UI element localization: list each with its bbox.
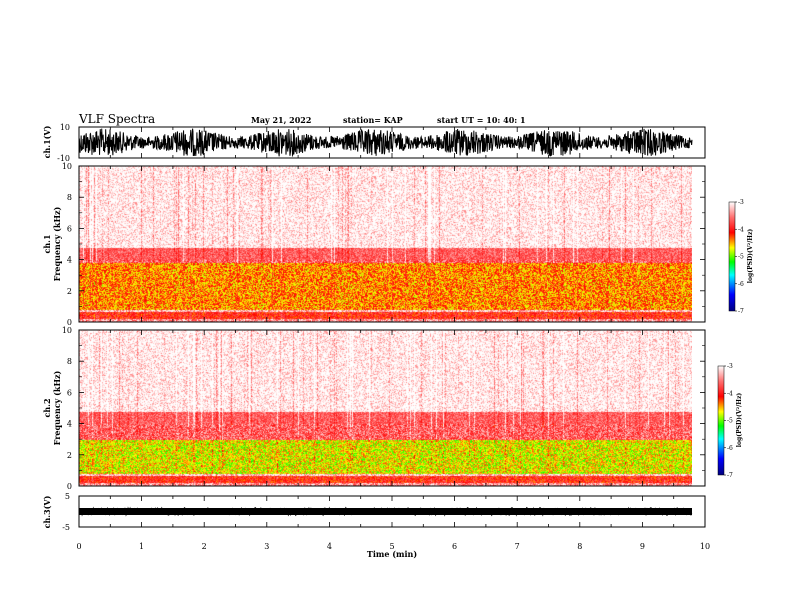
ch1-ytick-bottom: -10 bbox=[57, 154, 70, 163]
ch1-volt-ylabel: ch.1(V) bbox=[42, 125, 52, 158]
colorbar-tick-label: -6 bbox=[738, 281, 744, 288]
frequency-ytick-label: 4 bbox=[67, 420, 72, 429]
date-label: May 21, 2022 bbox=[251, 115, 311, 125]
time-xtick-label: 9 bbox=[640, 542, 645, 551]
figure-title: VLF Spectra bbox=[78, 112, 155, 126]
colorbar-tick-label: -6 bbox=[727, 445, 733, 452]
ch3-waveform-panel: 5 -5 ch.3(V) 0 1 2 3 4 5 6 7 8 9 10 Time (min) bbox=[42, 492, 710, 559]
ch1-spectrogram-ylabel-channel: ch.1 bbox=[42, 234, 52, 253]
ch2-spectrogram-panel: 0 2 4 6 8 10 ch.2 Frequency (kHz) bbox=[42, 326, 706, 491]
ch3-waveform-trace bbox=[79, 508, 692, 515]
frequency-ytick-label: 2 bbox=[67, 287, 72, 296]
start-ut-label: start UT = 10: 40: 1 bbox=[437, 115, 526, 125]
ch1-colorbar: -3 -4 -5 -6 -7 log(PSD)(V²/Hz) bbox=[728, 199, 754, 315]
ch2-spectrogram-ylabel-channel: ch.2 bbox=[42, 398, 52, 417]
time-xtick-label: 3 bbox=[264, 542, 269, 551]
colorbar-tick-label: -7 bbox=[738, 308, 744, 315]
ch3-ytick-bottom: -5 bbox=[62, 523, 70, 532]
ch1-ytick-top: 10 bbox=[60, 123, 70, 132]
time-xtick-label: 0 bbox=[76, 542, 81, 551]
ch1-waveform-panel: 10 -10 ch.1(V) bbox=[42, 123, 706, 163]
ch1-spectrogram-panel: 0 2 4 6 8 10 ch.1 Frequency (kHz) bbox=[42, 162, 706, 327]
colorbar-tick-label: -4 bbox=[738, 226, 744, 233]
time-xtick-label: 5 bbox=[389, 542, 394, 551]
time-xtick-label: 8 bbox=[577, 542, 582, 551]
frequency-ytick-label: 10 bbox=[62, 326, 72, 335]
frequency-ytick-label: 6 bbox=[67, 388, 72, 397]
time-xtick-label: 2 bbox=[202, 542, 207, 551]
colorbar-tick-label: -5 bbox=[727, 418, 733, 425]
colorbar-tick-label: -3 bbox=[727, 363, 733, 370]
time-xtick-label: 4 bbox=[327, 542, 332, 551]
frequency-ytick-label: 8 bbox=[67, 193, 72, 202]
ch1-waveform-trace bbox=[79, 128, 693, 158]
ch2-colorbar-label: log(PSD)(V²/Hz) bbox=[736, 393, 743, 448]
colorbar-tick-label: -5 bbox=[738, 254, 744, 261]
time-xlabel: Time (min) bbox=[367, 549, 417, 559]
station-label: station= KAP bbox=[343, 115, 403, 125]
ch2-spectrogram-ylabel-frequency: Frequency (kHz) bbox=[52, 370, 62, 445]
time-xtick-label: 6 bbox=[452, 542, 457, 551]
frequency-ytick-label: 0 bbox=[67, 318, 72, 327]
time-xtick-label: 1 bbox=[139, 542, 144, 551]
colorbar-tick-label: -4 bbox=[727, 390, 733, 397]
ch3-ytick-top: 5 bbox=[65, 492, 70, 501]
ch1-colorbar-label: log(PSD)(V²/Hz) bbox=[747, 229, 754, 284]
ch2-colorbar: -3 -4 -5 -6 -7 log(PSD)(V²/Hz) bbox=[717, 363, 743, 479]
frequency-ytick-label: 6 bbox=[67, 224, 72, 233]
frequency-ytick-label: 2 bbox=[67, 451, 72, 460]
frequency-ytick-label: 8 bbox=[67, 357, 72, 366]
colorbar-tick-label: -7 bbox=[727, 472, 733, 479]
frequency-ytick-label: 0 bbox=[67, 482, 72, 491]
ch1-spectrogram-image bbox=[79, 166, 692, 322]
time-xtick-label: 10 bbox=[700, 542, 710, 551]
ch1-spectrogram-ylabel-frequency: Frequency (kHz) bbox=[52, 206, 62, 281]
ch3-noise-trace bbox=[79, 506, 693, 517]
ch2-spectrogram-image bbox=[79, 330, 692, 486]
ch3-volt-ylabel: ch.3(V) bbox=[42, 495, 52, 528]
frequency-ytick-label: 10 bbox=[62, 162, 72, 171]
colorbar-tick-label: -3 bbox=[738, 199, 744, 206]
frequency-ytick-label: 4 bbox=[67, 256, 72, 265]
time-xtick-label: 7 bbox=[515, 542, 520, 551]
